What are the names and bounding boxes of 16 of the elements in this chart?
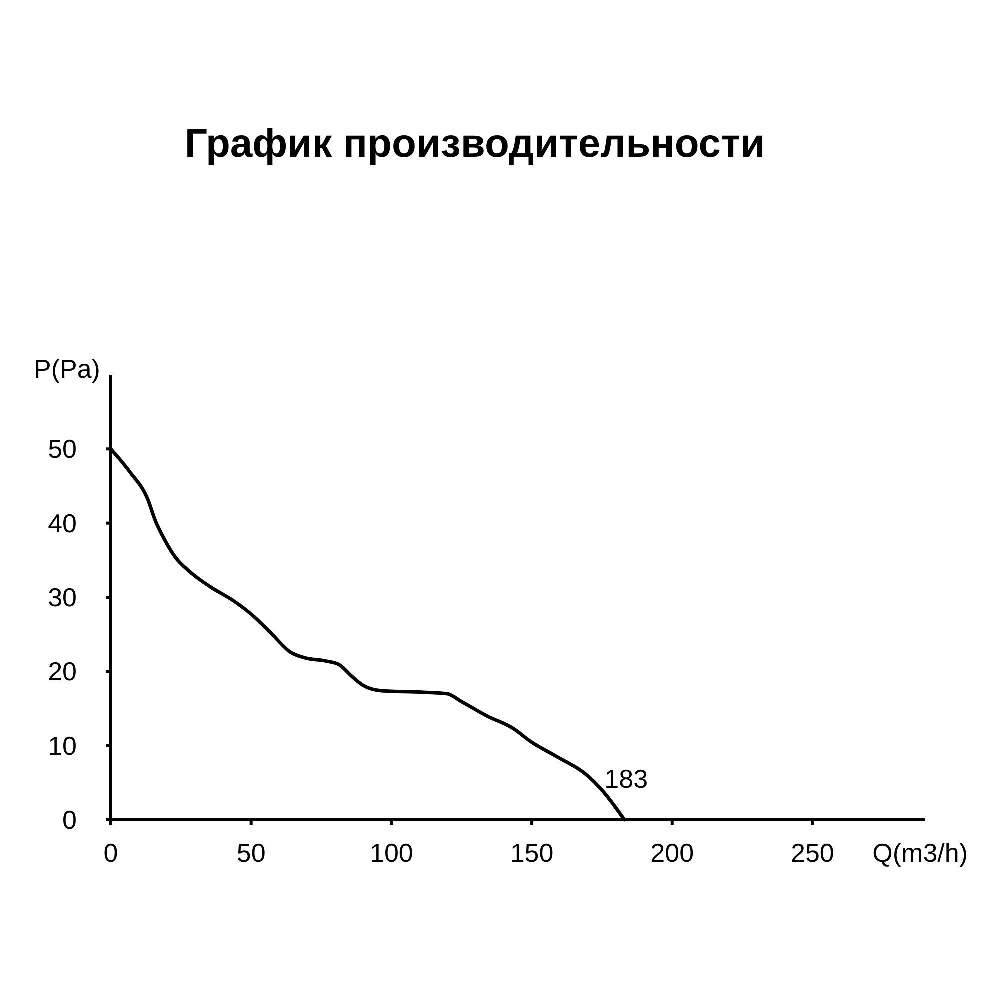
x-tick-label: 50 xyxy=(236,838,266,868)
y-tick-label: 20 xyxy=(48,656,77,687)
x-tick-label: 150 xyxy=(510,838,554,868)
y-tick-label: 40 xyxy=(48,508,77,538)
y-tick-label: 10 xyxy=(48,730,77,761)
y-tick-label: 50 xyxy=(48,434,77,464)
annotation: 183 xyxy=(604,764,648,794)
y-axis-title: P(Pa) xyxy=(34,354,100,384)
x-axis-title: Q(m3/h) xyxy=(872,838,968,868)
x-tick-label: 100 xyxy=(370,838,414,868)
y-tick-label: 0 xyxy=(62,805,77,835)
y-tick-label: 30 xyxy=(48,582,77,612)
chart-title: График производительности xyxy=(184,122,766,166)
x-tick-label: 250 xyxy=(791,838,834,868)
x-tick-label: 200 xyxy=(650,838,694,868)
x-tick-label: 0 xyxy=(104,838,118,868)
